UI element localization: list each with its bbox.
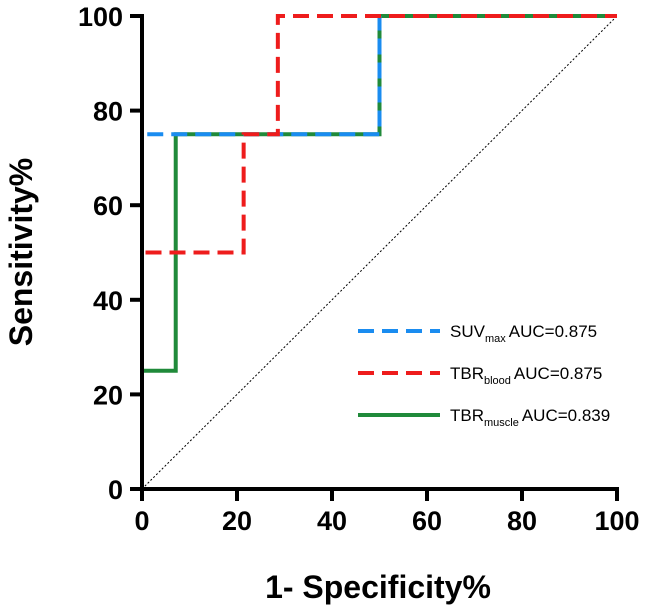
y-axis-title: Sensitivity%: [3, 158, 39, 347]
legend: SUVmax AUC=0.875 TBRblood AUC=0.875 TBRmuscl…: [358, 322, 610, 429]
x-tick-label: 80: [507, 506, 537, 536]
legend-label-tbrmuscle: TBRmuscle AUC=0.839: [450, 406, 610, 429]
legend-label-tbrblood: TBRblood AUC=0.875: [450, 364, 602, 387]
y-tick-label: 80: [93, 97, 123, 127]
roc-line-tbrblood: [140, 14, 617, 489]
x-tick-label: 20: [222, 506, 252, 536]
axes-layer: 0 20 40 60 80 100 0 20 40 60 80 100: [78, 2, 640, 536]
x-tick-label: 40: [317, 506, 347, 536]
y-tick-label: 100: [78, 2, 123, 32]
legend-label-suvmax: SUVmax AUC=0.875: [450, 322, 597, 345]
x-axis-title: 1- Specificity%: [265, 569, 491, 605]
x-tick-label: 100: [594, 506, 639, 536]
x-tick-label: 60: [412, 506, 442, 536]
y-tick-label: 40: [93, 286, 123, 316]
x-tick-label: 0: [134, 506, 149, 536]
y-tick-label: 20: [93, 380, 123, 410]
y-tick-label: 0: [108, 475, 123, 505]
y-tick-label: 60: [93, 191, 123, 221]
